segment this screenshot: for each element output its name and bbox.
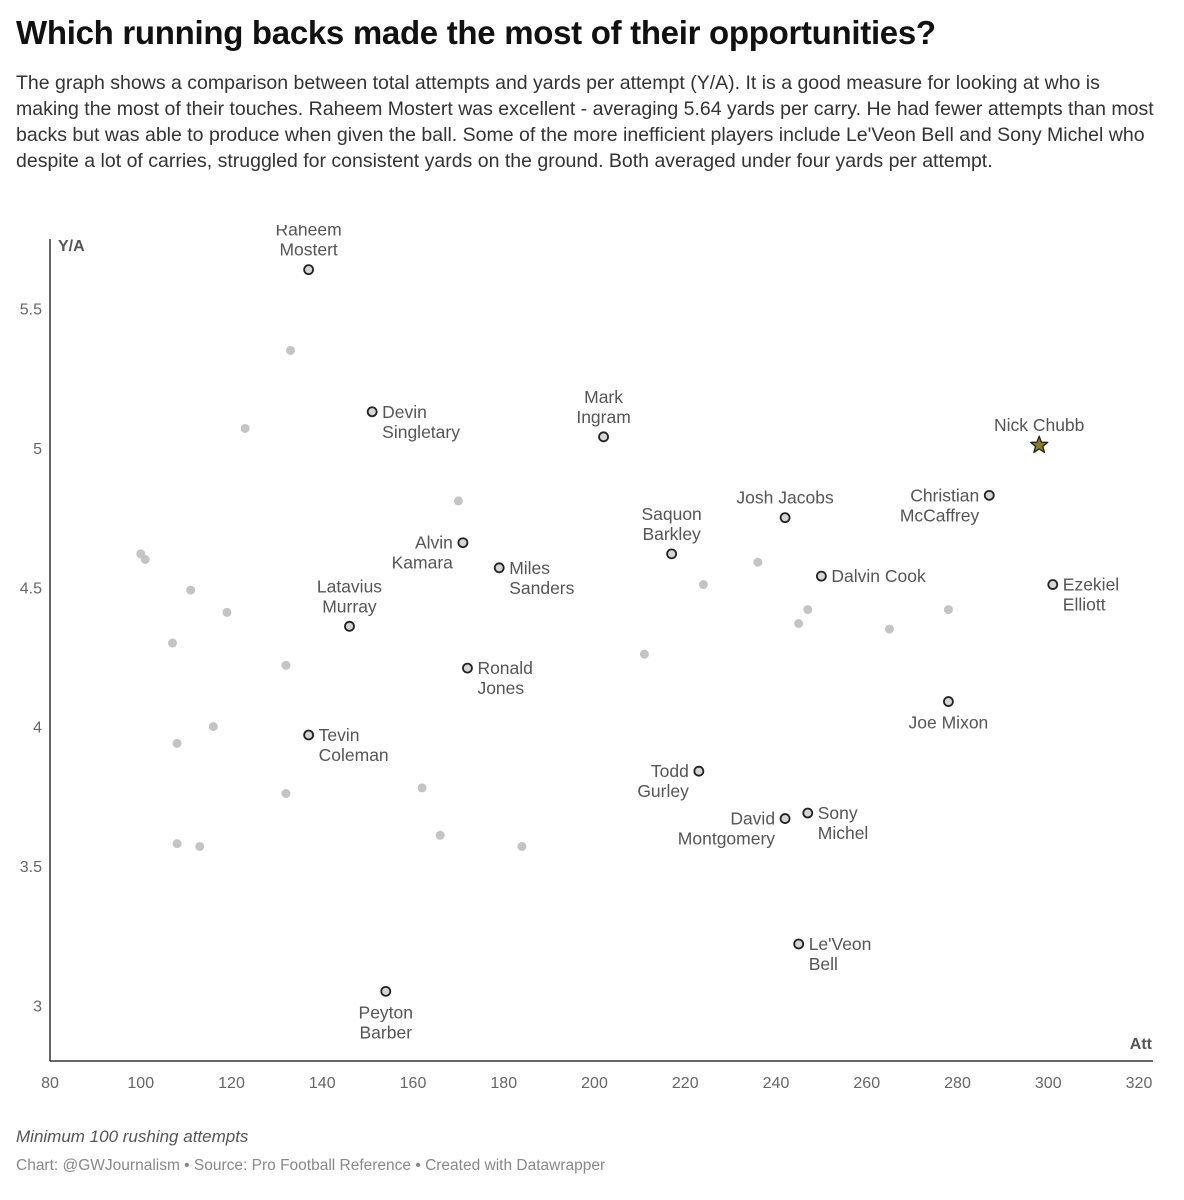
point-josh-jacobs bbox=[779, 512, 791, 524]
x-tick-label: 120 bbox=[218, 1075, 245, 1092]
background-point bbox=[417, 783, 427, 793]
background-point bbox=[517, 841, 527, 851]
label-joe-mixon: Joe Mixon bbox=[909, 713, 989, 733]
label-miles-sanders: Miles Sanders bbox=[509, 558, 574, 598]
y-tick-label: 3 bbox=[33, 998, 42, 1015]
point-star-nick-chubb bbox=[1029, 435, 1049, 454]
point-peyton-barber bbox=[380, 985, 392, 997]
background-point bbox=[195, 841, 205, 851]
background-point bbox=[803, 605, 813, 615]
x-tick-label: 240 bbox=[763, 1075, 790, 1092]
background-point bbox=[753, 557, 763, 567]
point-david-montgomery bbox=[779, 813, 791, 824]
point-joe-mixon bbox=[943, 696, 954, 707]
x-tick-label: 220 bbox=[672, 1075, 699, 1092]
background-point bbox=[453, 496, 463, 506]
label-alvin-kamara: Alvin Kamara bbox=[392, 533, 454, 573]
x-axis-title: Att bbox=[1130, 1036, 1153, 1053]
background-point bbox=[172, 738, 182, 748]
background-point bbox=[168, 638, 178, 648]
y-tick-label: 5 bbox=[33, 441, 42, 458]
highlighted-points bbox=[303, 264, 1059, 997]
point-devin-singletary bbox=[366, 406, 378, 418]
x-tick-label: 160 bbox=[400, 1075, 427, 1092]
x-tick-label: 300 bbox=[1035, 1075, 1062, 1092]
background-point bbox=[208, 722, 218, 732]
y-tick-label: 3.5 bbox=[20, 859, 42, 876]
point-ronald-jones bbox=[462, 662, 473, 674]
y-tick-label: 4.5 bbox=[20, 580, 42, 597]
y-tick-label: 4 bbox=[33, 720, 42, 737]
background-point bbox=[140, 554, 150, 564]
chart-note: Minimum 100 rushing attempts bbox=[16, 1127, 249, 1146]
chart-credit: Chart: @GWJournalism • Source: Pro Footb… bbox=[16, 1157, 606, 1174]
point-todd-gurley bbox=[693, 765, 705, 777]
background-point bbox=[281, 660, 291, 670]
x-tick-label: 280 bbox=[944, 1075, 971, 1092]
point-alvin-kamara bbox=[457, 537, 469, 549]
background-point bbox=[698, 580, 708, 590]
x-tick-label: 260 bbox=[853, 1075, 880, 1092]
background-point bbox=[884, 624, 894, 634]
label-le-veon-bell: Le'Veon Bell bbox=[809, 934, 872, 974]
background-point bbox=[172, 839, 182, 849]
point-sony-michel bbox=[802, 807, 814, 819]
label-mark-ingram: Mark Ingram bbox=[576, 387, 630, 427]
background-point bbox=[281, 789, 291, 799]
x-tick-label: 180 bbox=[490, 1075, 517, 1092]
label-josh-jacobs: Josh Jacobs bbox=[736, 488, 834, 508]
label-devin-singletary: Devin Singletary bbox=[382, 402, 460, 442]
point-raheem-mostert bbox=[303, 264, 315, 276]
point-christian-mccaffrey bbox=[983, 489, 995, 501]
chart-title: Which running backs made the most of the… bbox=[16, 14, 936, 51]
background-point bbox=[943, 605, 953, 615]
point-ezekiel-elliott bbox=[1047, 579, 1059, 590]
background-point bbox=[222, 607, 232, 617]
label-latavius-murray: Latavius Murray bbox=[317, 576, 382, 616]
label-christian-mccaffrey: Christian McCaffrey bbox=[900, 485, 980, 525]
point-tevin-coleman bbox=[303, 729, 315, 741]
label-nick-chubb: Nick Chubb bbox=[994, 415, 1084, 435]
x-tick-label: 140 bbox=[309, 1075, 336, 1092]
label-todd-gurley: Todd Gurley bbox=[637, 761, 689, 801]
point-labels: Raheem Mostert Devin Singletary Mark Ingram Ni… bbox=[276, 225, 1120, 1042]
label-sony-michel: Sony Michel bbox=[818, 803, 869, 843]
label-raheem-mostert: Raheem Mostert bbox=[276, 225, 342, 260]
x-tick-label: 200 bbox=[581, 1075, 608, 1092]
background-point bbox=[639, 649, 649, 659]
point-le-veon-bell bbox=[793, 938, 805, 950]
point-mark-ingram bbox=[598, 431, 609, 443]
background-point bbox=[794, 619, 804, 629]
y-axis-title: Y/A bbox=[58, 238, 85, 255]
background-point bbox=[186, 585, 196, 595]
point-dalvin-cook bbox=[815, 570, 827, 582]
background-points bbox=[136, 345, 953, 851]
x-tick-label: 80 bbox=[41, 1075, 59, 1092]
background-point bbox=[285, 345, 295, 355]
label-peyton-barber: Peyton Barber bbox=[359, 1002, 413, 1042]
background-point bbox=[240, 423, 250, 433]
label-tevin-coleman: Tevin Coleman bbox=[319, 725, 389, 765]
x-tick-label: 320 bbox=[1126, 1075, 1153, 1092]
x-tick-label: 100 bbox=[127, 1075, 154, 1092]
point-miles-sanders bbox=[493, 562, 505, 574]
axis-ticks: 80 100 120 140 160 180 200 220 240 260 280 300 320 3 3… bbox=[20, 302, 1153, 1092]
label-dalvin-cook: Dalvin Cook bbox=[831, 566, 926, 586]
label-ezekiel-elliott: Ezekiel Elliott bbox=[1063, 575, 1119, 615]
chart-description: The graph shows a comparison between tot… bbox=[16, 72, 1154, 172]
point-saquon-barkley bbox=[666, 548, 678, 560]
label-david-montgomery: David Montgomery bbox=[678, 809, 776, 849]
label-saquon-barkley: Saquon Barkley bbox=[641, 504, 701, 544]
label-ronald-jones: Ronald Jones bbox=[477, 658, 532, 698]
y-tick-label: 5.5 bbox=[20, 302, 42, 319]
point-latavius-murray bbox=[344, 620, 355, 632]
scatter-chart: 80 100 120 140 160 180 200 220 240 260 280 300 320 3 3… bbox=[20, 225, 1153, 1092]
background-point bbox=[435, 830, 445, 840]
